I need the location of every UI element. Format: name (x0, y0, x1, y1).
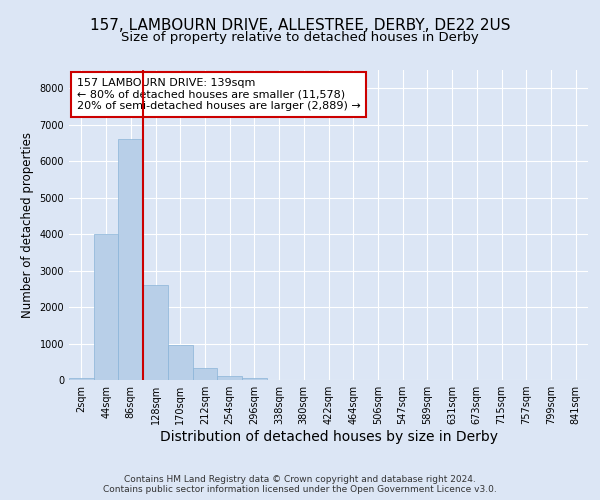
Text: 157 LAMBOURN DRIVE: 139sqm
← 80% of detached houses are smaller (11,578)
20% of : 157 LAMBOURN DRIVE: 139sqm ← 80% of deta… (77, 78, 361, 111)
Bar (168, 346, 193, 380)
Bar (217, 376, 242, 380)
Text: Contains HM Land Registry data © Crown copyright and database right 2024.
Contai: Contains HM Land Registry data © Crown c… (103, 474, 497, 494)
X-axis label: Distribution of detached houses by size in Derby: Distribution of detached houses by size … (160, 430, 497, 444)
Y-axis label: Number of detached properties: Number of detached properties (21, 132, 34, 318)
Bar (193, 368, 217, 380)
Text: Size of property relative to detached houses in Derby: Size of property relative to detached ho… (121, 31, 479, 44)
Bar (94, 234, 118, 380)
Bar (242, 378, 267, 380)
Text: 157, LAMBOURN DRIVE, ALLESTREE, DERBY, DE22 2US: 157, LAMBOURN DRIVE, ALLESTREE, DERBY, D… (90, 18, 510, 32)
Bar (143, 285, 168, 380)
Bar (69, 378, 94, 380)
Bar (118, 140, 143, 380)
